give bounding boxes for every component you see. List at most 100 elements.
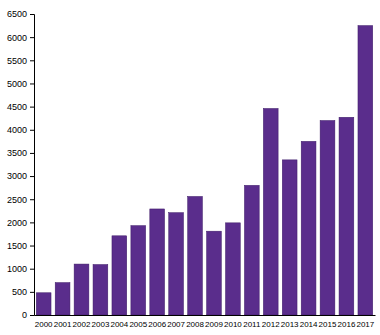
y-tick-mark <box>30 153 34 154</box>
x-tick: 2012 <box>262 315 280 329</box>
x-tick-label: 2010 <box>224 320 242 329</box>
x-tick-label: 2014 <box>300 320 318 329</box>
y-tick: 0 <box>22 310 34 320</box>
y-tick-mark <box>30 14 34 15</box>
bar <box>131 226 146 315</box>
y-tick-label: 2000 <box>7 218 27 228</box>
chart: 0 500 1000 1500 2000 2500 3000 3500 4000 4500 5000… <box>0 0 380 335</box>
y-tick: 2500 <box>7 195 34 205</box>
x-tick: 2016 <box>338 315 356 329</box>
x-tick-label: 2012 <box>262 320 280 329</box>
y-tick-mark <box>30 60 34 61</box>
x-tick: 2013 <box>281 315 299 329</box>
x-axis: 2000200120022003200420052006200720082009… <box>35 315 376 329</box>
y-tick-label: 4500 <box>7 102 27 112</box>
x-tick-label: 2013 <box>281 320 299 329</box>
plot: 0 500 1000 1500 2000 2500 3000 3500 4000 4500 5000… <box>7 9 376 328</box>
y-tick-label: 1500 <box>7 241 27 251</box>
y-tick-label: 500 <box>12 287 27 297</box>
y-tick-mark <box>30 83 34 84</box>
y-tick-label: 6000 <box>7 33 27 43</box>
y-tick-mark <box>30 315 34 316</box>
bar <box>55 283 70 315</box>
bar <box>207 231 222 315</box>
y-tick: 6500 <box>7 9 34 19</box>
y-tick-mark <box>30 222 34 223</box>
y-tick-mark <box>30 269 34 270</box>
chart-container: 0 500 1000 1500 2000 2500 3000 3500 4000 4500 5000… <box>0 0 380 335</box>
bar <box>150 209 165 315</box>
y-tick: 3500 <box>7 148 34 158</box>
y-tick-label: 4000 <box>7 125 27 135</box>
y-tick: 3000 <box>7 171 34 181</box>
x-tick-label: 2016 <box>338 320 356 329</box>
y-tick-label: 6500 <box>7 9 27 19</box>
x-tick: 2007 <box>167 315 185 329</box>
bar <box>74 264 89 315</box>
y-tick: 6000 <box>7 33 34 43</box>
x-tick-label: 2017 <box>356 320 374 329</box>
y-axis-line <box>30 15 35 316</box>
bar <box>36 293 51 315</box>
y-tick-label: 0 <box>22 310 27 320</box>
bar <box>188 196 203 315</box>
x-tick-label: 2005 <box>129 320 147 329</box>
x-tick-label: 2015 <box>319 320 337 329</box>
y-tick: 1000 <box>7 264 34 274</box>
x-tick: 2003 <box>92 315 110 329</box>
y-tick-mark <box>30 176 34 177</box>
bar <box>93 265 108 315</box>
y-tick-label: 3000 <box>7 171 27 181</box>
y-tick-label: 1000 <box>7 264 27 274</box>
x-tick: 2000 <box>35 315 53 329</box>
y-tick: 1500 <box>7 241 34 251</box>
y-tick-mark <box>30 292 34 293</box>
x-tick: 2010 <box>224 315 242 329</box>
x-tick: 2001 <box>54 315 72 329</box>
y-tick-label: 3500 <box>7 148 27 158</box>
x-tick: 2014 <box>300 315 318 329</box>
y-tick-label: 5000 <box>7 79 27 89</box>
x-tick: 2005 <box>129 315 147 329</box>
y-tick: 500 <box>12 287 34 297</box>
bar <box>301 141 316 315</box>
bar <box>358 26 373 315</box>
bars <box>36 26 372 315</box>
y-tick-mark <box>30 107 34 108</box>
x-tick: 2006 <box>148 315 166 329</box>
y-tick: 4500 <box>7 102 34 112</box>
x-tick-label: 2006 <box>148 320 166 329</box>
x-tick: 2004 <box>110 315 128 329</box>
x-tick: 2002 <box>73 315 91 329</box>
y-tick-label: 2500 <box>7 195 27 205</box>
y-tick-mark <box>30 37 34 38</box>
x-tick-label: 2002 <box>73 320 91 329</box>
y-tick: 5500 <box>7 56 34 66</box>
x-tick: 2009 <box>205 315 223 329</box>
bar <box>320 121 335 315</box>
x-tick-label: 2007 <box>167 320 185 329</box>
bar <box>282 160 297 315</box>
y-tick-mark <box>30 130 34 131</box>
x-tick: 2008 <box>186 315 204 329</box>
bar <box>339 117 354 315</box>
bar <box>226 223 241 315</box>
bar <box>263 108 278 315</box>
x-tick-label: 2004 <box>110 320 128 329</box>
y-tick-mark <box>30 246 34 247</box>
x-tick: 2011 <box>243 315 261 329</box>
x-tick-label: 2008 <box>186 320 204 329</box>
bar <box>244 185 259 315</box>
x-axis-line <box>35 315 376 316</box>
y-axis: 0 500 1000 1500 2000 2500 3000 3500 4000 4500 5000… <box>7 9 35 320</box>
y-tick: 5000 <box>7 79 34 89</box>
bar <box>169 213 184 315</box>
x-tick-label: 2001 <box>54 320 72 329</box>
y-tick-mark <box>30 199 34 200</box>
x-tick: 2017 <box>356 315 374 329</box>
x-tick-label: 2011 <box>243 320 261 329</box>
x-tick-label: 2003 <box>92 320 110 329</box>
x-tick-label: 2009 <box>205 320 223 329</box>
y-tick-label: 5500 <box>7 56 27 66</box>
bar <box>112 236 127 315</box>
